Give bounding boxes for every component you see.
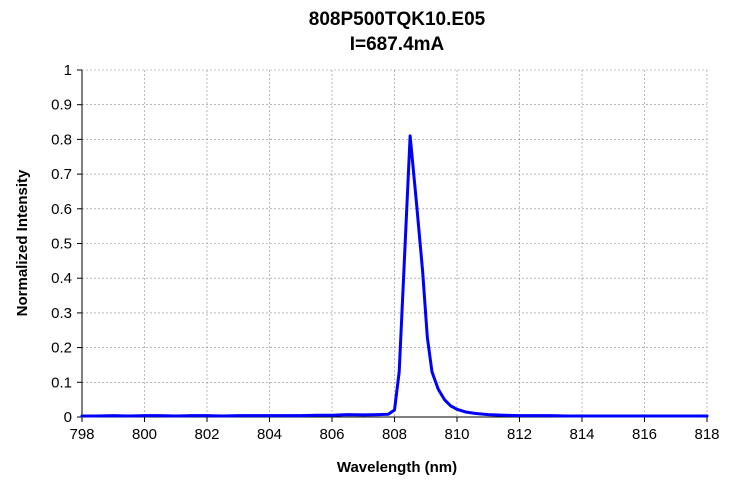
y-tick-label: 0.5 (51, 236, 72, 253)
y-axis-label: Normalized Intensity (14, 169, 31, 316)
y-tick-label: 0.4 (51, 270, 72, 287)
x-tick-label: 812 (507, 426, 532, 443)
y-tick-label: 0.2 (51, 340, 72, 357)
chart-subtitle: I=687.4mA (350, 34, 445, 55)
y-tick-label: 0.8 (51, 131, 72, 148)
y-tick-label: 0.7 (51, 166, 72, 183)
x-tick-label: 808 (382, 426, 407, 443)
axes (77, 69, 708, 422)
x-axis-label: Wavelength (nm) (337, 459, 457, 476)
y-tick-label: 0.1 (51, 374, 72, 391)
x-tick-label: 798 (69, 426, 94, 443)
chart-title: 808P500TQK10.E05 (309, 9, 486, 30)
x-tick-label: 802 (194, 426, 219, 443)
spectrum-series-line (80, 134, 709, 418)
tick-labels: 798 800 802 804 806 808 810 812 814 816 818 0 0.1 0.2… (51, 62, 719, 443)
y-tick-label: 0.9 (51, 97, 72, 114)
series-layer (80, 134, 709, 418)
x-tick-label: 806 (319, 426, 344, 443)
y-tick-label: 1 (64, 62, 72, 79)
y-tick-label: 0.6 (51, 201, 72, 218)
x-tick-label: 810 (444, 426, 469, 443)
grid-lines (82, 69, 708, 417)
y-tick-label: 0.3 (51, 305, 72, 322)
x-tick-label: 800 (132, 426, 157, 443)
x-tick-label: 804 (257, 426, 282, 443)
x-tick-label: 818 (694, 426, 719, 443)
x-tick-label: 816 (632, 426, 657, 443)
y-tick-label: 0 (64, 409, 72, 426)
x-tick-label: 814 (569, 426, 594, 443)
